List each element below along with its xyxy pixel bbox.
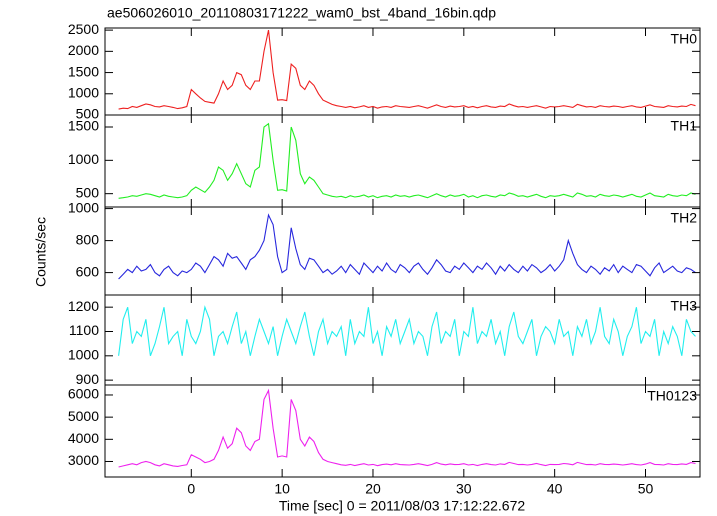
y-tick-label: 1000 xyxy=(68,151,99,167)
y-tick-label: 600 xyxy=(76,263,100,279)
panel-frame xyxy=(104,294,701,386)
panel-frame xyxy=(104,206,701,296)
y-tick-label: 500 xyxy=(76,106,100,122)
y-tick-label: 500 xyxy=(76,184,100,200)
y-tick-label: 1100 xyxy=(69,322,99,338)
x-tick-label: 50 xyxy=(638,481,654,497)
panel-label: TH3 xyxy=(671,298,698,314)
panel-label: TH0123 xyxy=(647,388,697,404)
x-tick-label: 40 xyxy=(547,481,563,497)
y-tick-label: 1200 xyxy=(68,298,99,314)
x-axis-label: Time [sec] 0 = 2011/08/03 17:12:22.672 xyxy=(279,498,526,514)
y-tick-label: 1000 xyxy=(68,347,99,363)
panel-label: TH2 xyxy=(671,210,698,226)
panel-frame xyxy=(104,114,701,208)
panel-frame xyxy=(104,27,701,116)
x-tick-label: 30 xyxy=(456,481,472,497)
y-tick-label: 4000 xyxy=(68,430,99,446)
y-tick-label: 2000 xyxy=(68,42,99,58)
panel-frame xyxy=(104,384,701,478)
y-tick-label: 5000 xyxy=(68,408,99,424)
y-tick-label: 3000 xyxy=(68,452,99,468)
x-tick-label: 0 xyxy=(187,481,195,497)
y-tick-label: 1000 xyxy=(68,199,99,215)
y-tick-label: 1000 xyxy=(68,84,99,100)
panel-label: TH0 xyxy=(671,31,698,47)
series-line xyxy=(118,388,696,468)
series-line xyxy=(118,29,696,110)
x-tick-label: 10 xyxy=(274,481,290,497)
y-tick-label: 6000 xyxy=(68,386,99,402)
series-line xyxy=(118,122,696,199)
y-tick-label: 1500 xyxy=(68,63,99,79)
series-line xyxy=(118,305,696,356)
x-tick-label: 20 xyxy=(365,481,381,497)
y-tick-label: 800 xyxy=(76,231,100,247)
chart-title: ae506026010_20110803171222_wam0_bst_4ban… xyxy=(107,5,496,21)
y-tick-label: 1500 xyxy=(68,118,99,134)
panel-label: TH1 xyxy=(671,118,698,134)
y-tick-label: 2500 xyxy=(68,21,99,37)
series-line xyxy=(118,213,696,280)
y-axis-label: Counts/sec xyxy=(33,217,49,287)
y-tick-label: 900 xyxy=(76,371,100,387)
